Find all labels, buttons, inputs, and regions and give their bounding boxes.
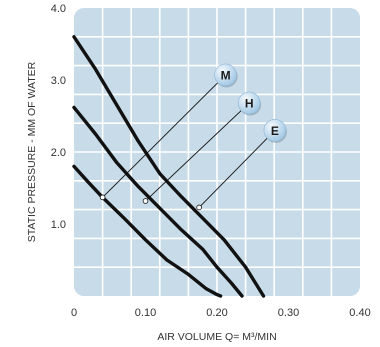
x-tick-label: 0.30 <box>278 307 299 319</box>
anchor-dot-h <box>142 198 149 204</box>
anchor-dot-e <box>196 204 202 211</box>
marker-leader-lines: M H E <box>99 63 287 211</box>
y-tick-label: 3.0 <box>51 75 66 87</box>
marker-label-h: H <box>245 97 254 111</box>
y-tick-label: 1.0 <box>51 219 66 231</box>
y-tick-label: 4.0 <box>51 3 66 15</box>
marker-label-m: M <box>221 68 231 82</box>
x-axis-tick-labels: 0 0.10 0.20 0.30 0.40 <box>71 307 371 319</box>
marker-label-e: E <box>271 124 279 138</box>
y-tick-label: 2.0 <box>51 147 66 159</box>
marker-bubble-h <box>237 91 261 115</box>
leader-line-e <box>198 130 276 208</box>
y-axis-tick-labels: 1.0 2.0 3.0 4.0 <box>51 3 66 231</box>
x-tick-label: 0.40 <box>349 307 370 319</box>
x-tick-label: 0 <box>71 307 77 319</box>
x-tick-label: 0.20 <box>206 307 227 319</box>
curve-m <box>72 164 223 298</box>
y-axis-title: STATIC PRESSURE - MM OF WATER <box>26 61 38 242</box>
x-axis-title: AIR VOLUME Q= M³/MIN <box>157 331 276 343</box>
x-tick-label: 0.10 <box>135 307 156 319</box>
performance-curves <box>72 35 266 298</box>
leader-line-h <box>145 102 250 202</box>
marker-bubble-m <box>214 63 237 87</box>
anchor-dot-m <box>99 194 106 201</box>
marker-bubble-e <box>263 119 287 142</box>
curve-e <box>72 35 266 298</box>
leader-line-m <box>102 74 226 198</box>
grid-lines <box>74 8 360 296</box>
curve-h <box>72 105 244 298</box>
